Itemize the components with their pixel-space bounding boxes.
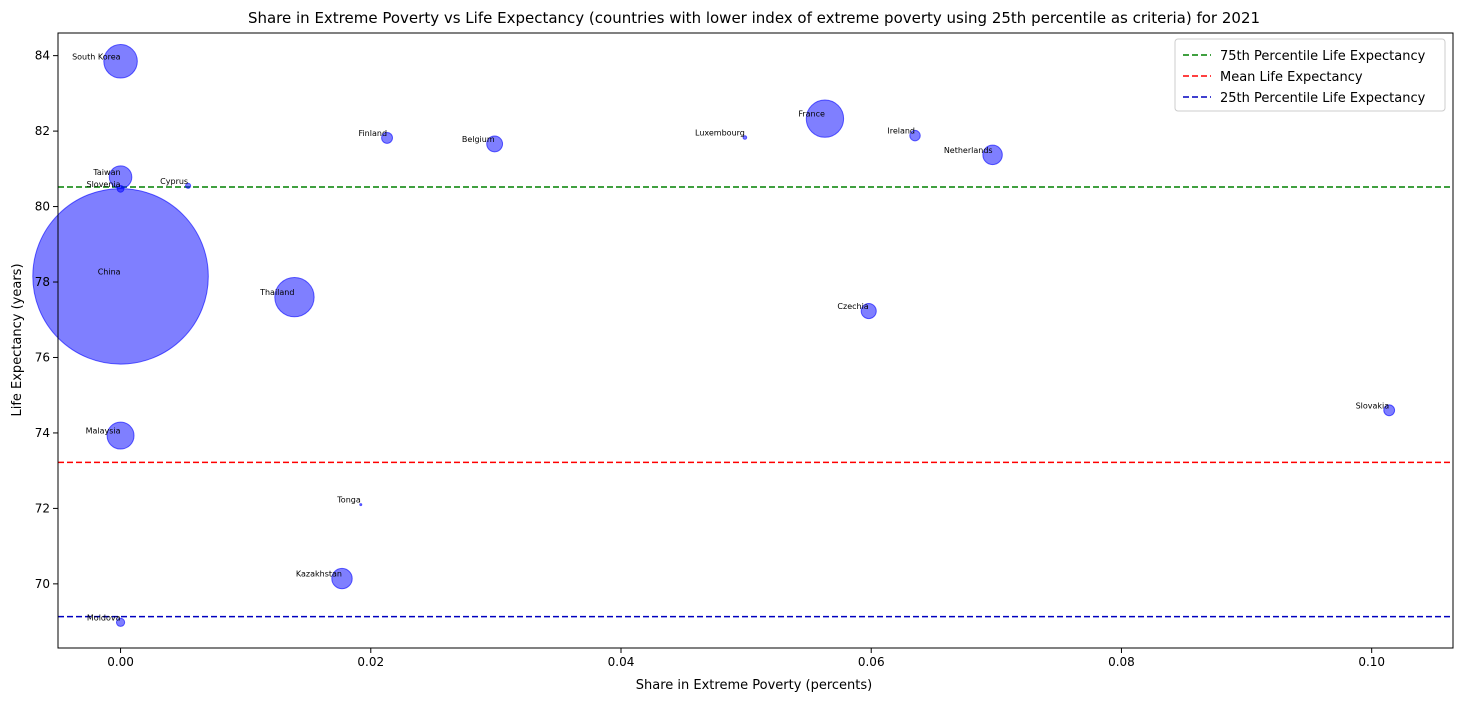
- y-axis-label: Life Expectancy (years): [10, 263, 25, 416]
- point-label: Netherlands: [944, 146, 993, 155]
- point-label: Czechia: [837, 302, 868, 311]
- y-axis: 70 72 74 76 78 80 82 84: [35, 49, 58, 591]
- x-tick-label: 0.00: [107, 655, 134, 669]
- scatter-point: [805, 99, 845, 138]
- scatter-point: [982, 144, 1003, 166]
- scatter-point: [106, 421, 135, 450]
- point-label: Slovakia: [1356, 401, 1390, 410]
- y-tick-label: 78: [35, 275, 50, 289]
- scatter-point: [32, 188, 209, 365]
- scatter-point: [359, 503, 363, 507]
- point-label: Kazakhstan: [296, 570, 342, 579]
- scatter-point: [1383, 404, 1396, 417]
- point-label: Cyprus: [160, 177, 188, 186]
- y-tick-label: 76: [35, 350, 50, 364]
- legend-entry: 75th Percentile Life Expectancy: [1220, 49, 1426, 64]
- point-label: Thailand: [259, 288, 294, 297]
- scatter-point: [909, 129, 921, 142]
- x-tick-label: 0.04: [608, 655, 635, 669]
- legend-entry: 25th Percentile Life Expectancy: [1220, 91, 1426, 106]
- legend-entry: Mean Life Expectancy: [1220, 70, 1363, 85]
- scatter-point: [742, 135, 748, 140]
- x-axis: 0.00 0.02 0.04 0.06 0.08 0.10: [107, 648, 1385, 669]
- point-label: Finland: [358, 129, 387, 138]
- x-tick-label: 0.10: [1358, 655, 1385, 669]
- point-label: Tonga: [336, 496, 361, 505]
- point-label: Taiwan: [92, 168, 120, 177]
- point-label: Belgium: [462, 135, 495, 144]
- point-label: South Korea: [72, 52, 121, 61]
- scatter-point: [331, 567, 353, 590]
- y-tick-label: 84: [35, 49, 50, 63]
- point-label: Slovenia: [87, 180, 121, 189]
- point-label: Luxembourg: [695, 129, 745, 138]
- chart-title: Share in Extreme Poverty vs Life Expecta…: [248, 9, 1260, 27]
- point-label: Ireland: [887, 127, 915, 136]
- legend: 75th Percentile Life Expectancy Mean Life…: [1174, 38, 1446, 112]
- axes-frame: [57, 32, 1454, 649]
- scatter-point: [381, 131, 393, 144]
- y-tick-label: 82: [35, 124, 50, 138]
- point-label: Malaysia: [86, 427, 121, 436]
- y-tick-label: 72: [35, 501, 50, 515]
- scatter-point: [274, 276, 315, 318]
- plot-area: South Korea Taiwan Slovenia China Malaysia Mo…: [32, 44, 1453, 627]
- x-tick-label: 0.08: [1108, 655, 1135, 669]
- y-tick-label: 70: [35, 577, 50, 591]
- scatter-point: [115, 617, 126, 627]
- point-label: Moldova: [87, 613, 121, 622]
- scatter-point: [860, 303, 877, 320]
- scatter-point: [486, 135, 504, 153]
- y-tick-label: 74: [35, 426, 50, 440]
- scatter-point: [103, 44, 138, 79]
- point-label: China: [98, 267, 121, 276]
- x-axis-label: Share in Extreme Poverty (percents): [636, 678, 872, 693]
- legend-box: [1174, 38, 1446, 112]
- scatter-point: [185, 182, 192, 189]
- x-tick-label: 0.06: [858, 655, 885, 669]
- x-tick-label: 0.02: [357, 655, 384, 669]
- point-label: France: [798, 110, 825, 119]
- y-tick-label: 80: [35, 200, 50, 214]
